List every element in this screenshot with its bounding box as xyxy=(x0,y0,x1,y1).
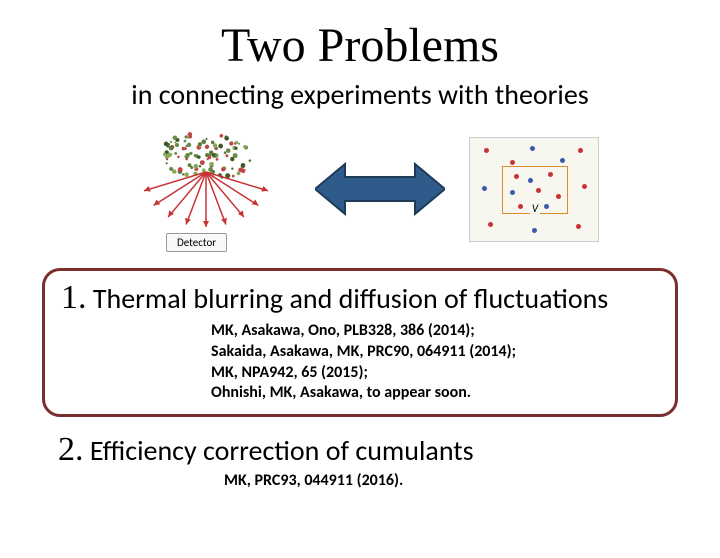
theory-dot xyxy=(560,158,565,163)
problem-1-number: 1. xyxy=(61,279,87,316)
page-subtitle: in connecting experiments with theories xyxy=(0,77,720,112)
theory-dot xyxy=(578,148,583,153)
ref-line: Ohnishi, MK, Asakawa, to appear soon. xyxy=(211,383,659,404)
theory-dot xyxy=(536,188,541,193)
theory-dot xyxy=(576,224,581,229)
ref-line: MK, PRC93, 044911 (2016). xyxy=(224,471,678,490)
problem-1-box: 1. Thermal blurring and diffusion of flu… xyxy=(42,268,678,417)
theory-dot xyxy=(530,146,535,151)
v-label: V xyxy=(530,202,540,215)
problem-2-text: Efficiency correction of cumulants xyxy=(90,433,474,468)
theory-box: V xyxy=(469,137,599,242)
theory-dot xyxy=(528,178,533,183)
double-arrow xyxy=(315,159,445,219)
theory-dot xyxy=(484,148,489,153)
theory-dot xyxy=(482,186,487,191)
theory-dot xyxy=(510,190,515,195)
problem-1-refs: MK, Asakawa, Ono, PLB328, 386 (2014);Sak… xyxy=(211,321,659,404)
ref-line: Sakaida, Asakawa, MK, PRC90, 064911 (201… xyxy=(211,342,659,363)
problem-2-refs: MK, PRC93, 044911 (2016). xyxy=(224,471,678,490)
theory-dot xyxy=(556,194,561,199)
theory-dot xyxy=(548,172,553,177)
problem-2-number: 2. xyxy=(58,431,84,468)
page-title: Two Problems xyxy=(0,18,720,73)
ref-line: MK, Asakawa, Ono, PLB328, 386 (2014); xyxy=(211,321,659,342)
theory-dot xyxy=(582,184,587,189)
theory-dot xyxy=(544,204,549,209)
theory-dot xyxy=(514,174,519,179)
detector-label: Detector xyxy=(166,233,227,252)
problem-1-heading: 1. Thermal blurring and diffusion of flu… xyxy=(61,279,659,317)
problem-2-heading: 2. Efficiency correction of cumulants xyxy=(58,431,678,469)
theory-dot xyxy=(532,228,537,233)
theory-dot xyxy=(518,204,523,209)
collision-diagram: Detector xyxy=(121,124,291,254)
diagram-row: Detector V xyxy=(0,124,720,254)
theory-dot xyxy=(488,222,493,227)
problem-2-block: 2. Efficiency correction of cumulants MK… xyxy=(58,431,678,490)
problem-1-text: Thermal blurring and diffusion of fluctu… xyxy=(93,281,608,316)
theory-dot xyxy=(510,160,515,165)
ref-line: MK, NPA942, 65 (2015); xyxy=(211,363,659,384)
